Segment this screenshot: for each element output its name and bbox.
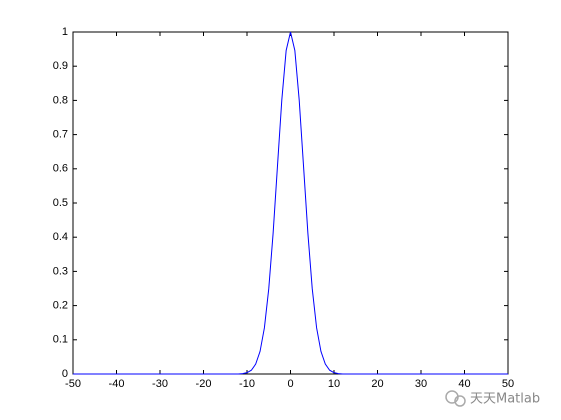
x-tick-label: 0 bbox=[287, 378, 293, 390]
y-tick-label: 0 bbox=[62, 368, 68, 380]
y-tick-label: 0.5 bbox=[53, 197, 68, 209]
plot-area bbox=[72, 31, 509, 375]
x-tick-label: -10 bbox=[239, 378, 255, 390]
watermark: 天天Matlab bbox=[470, 392, 540, 407]
line-series bbox=[73, 31, 508, 375]
y-tick-label: 0.8 bbox=[53, 94, 68, 106]
y-tick-label: 0.7 bbox=[53, 129, 68, 141]
y-tick-label: 1 bbox=[62, 26, 68, 38]
y-tick-label: 0.3 bbox=[53, 265, 68, 277]
y-tick-label: 0.6 bbox=[53, 163, 68, 175]
watermark-icon bbox=[445, 390, 466, 407]
x-tick-label: -30 bbox=[152, 378, 168, 390]
y-tick-label: 0.9 bbox=[53, 60, 68, 72]
x-tick-label: 50 bbox=[502, 378, 514, 390]
y-tick-label: 0.4 bbox=[53, 231, 68, 243]
y-tick-label: 0.1 bbox=[53, 334, 68, 346]
x-tick-label: 20 bbox=[371, 378, 383, 390]
x-tick-label: -20 bbox=[196, 378, 212, 390]
x-tick-label: 10 bbox=[328, 378, 340, 390]
x-tick-label: 30 bbox=[415, 378, 427, 390]
x-tick-label: 40 bbox=[458, 378, 470, 390]
y-tick-label: 0.2 bbox=[53, 300, 68, 312]
x-tick-label: -50 bbox=[65, 378, 81, 390]
x-tick-label: -40 bbox=[109, 378, 125, 390]
